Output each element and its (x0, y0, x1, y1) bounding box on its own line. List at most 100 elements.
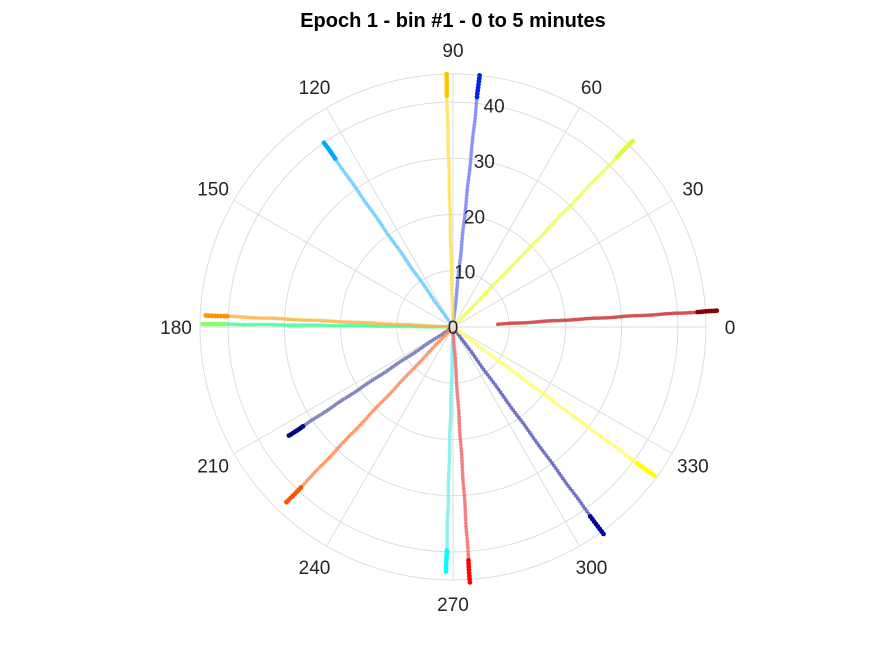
data-point (468, 162, 473, 167)
data-point (444, 71, 449, 77)
data-point (449, 260, 454, 265)
data-point (455, 285, 459, 290)
data-point (450, 297, 455, 302)
data-point (465, 539, 470, 544)
data-point (448, 205, 452, 209)
data-point (288, 317, 293, 322)
data-point (684, 311, 689, 315)
theta-tick-label: 210 (197, 457, 229, 478)
data-point (466, 178, 471, 182)
data-point (448, 232, 453, 237)
data-point (446, 477, 451, 481)
data-point (367, 320, 371, 325)
data-point (273, 316, 278, 321)
data-point (452, 343, 456, 347)
data-point (462, 221, 466, 225)
data-point (448, 226, 453, 231)
data-point (454, 298, 458, 302)
data-point (445, 100, 449, 104)
data-point (333, 319, 338, 324)
data-point (446, 491, 451, 496)
data-point (447, 435, 452, 439)
data-point (454, 294, 459, 299)
data-point (457, 430, 462, 435)
theta-tick-label: 270 (437, 595, 469, 616)
data-point (460, 239, 464, 244)
data-point (463, 514, 468, 519)
r-tick-label: 40 (484, 97, 505, 118)
data-point (259, 322, 263, 327)
data-point (449, 276, 454, 280)
data-point (531, 320, 536, 325)
data-point (246, 322, 251, 327)
data-point (448, 426, 452, 431)
data-point (447, 192, 452, 197)
data-point (457, 418, 462, 422)
data-point (668, 311, 673, 316)
data-point (356, 323, 361, 328)
data-point (309, 318, 314, 323)
data-point (687, 310, 692, 315)
data-point (457, 421, 462, 425)
data-point (450, 291, 454, 296)
data-point (602, 316, 607, 320)
series-12 (455, 328, 657, 479)
theta-tick-label: 120 (299, 78, 331, 99)
chart-title: Epoch 1 - bin #1 - 0 to 5 minutes (300, 10, 606, 32)
data-point (469, 147, 474, 152)
data-point (506, 321, 511, 326)
data-point (586, 316, 591, 321)
data-point (373, 321, 377, 326)
data-point (345, 320, 350, 325)
data-point (463, 211, 467, 216)
data-point (447, 183, 452, 188)
data-point (314, 323, 318, 327)
data-point (447, 180, 452, 185)
data-point (450, 310, 455, 314)
data-point (456, 402, 461, 407)
data-point (457, 411, 461, 416)
data-point (344, 323, 349, 328)
data-point (466, 181, 470, 185)
data-point (578, 317, 582, 322)
data-point (455, 390, 460, 394)
data-point (446, 500, 451, 505)
data-point (366, 324, 370, 328)
data-point (446, 137, 450, 141)
data-point (463, 502, 467, 507)
data-point (545, 319, 549, 323)
r-tick-label: 10 (454, 263, 475, 284)
data-point (449, 251, 453, 256)
data-point (446, 486, 451, 490)
data-point (452, 349, 457, 354)
data-point (624, 314, 629, 319)
data-point (460, 461, 465, 466)
data-point (501, 321, 506, 326)
data-point (558, 318, 563, 323)
data-point (562, 209, 567, 214)
data-point (276, 316, 281, 321)
data-point (300, 318, 305, 322)
data-point (246, 315, 251, 320)
data-point (632, 313, 637, 318)
data-point (324, 319, 329, 323)
series-10 (451, 330, 473, 585)
data-point (342, 320, 347, 324)
data-point (464, 530, 469, 535)
data-point (474, 107, 478, 112)
data-point (456, 405, 461, 410)
data-point (463, 505, 467, 510)
data-point (450, 313, 455, 318)
data-point (291, 317, 296, 322)
data-point (450, 294, 455, 299)
data-point (445, 515, 450, 520)
theta-tick-label: 300 (576, 558, 608, 579)
data-point (448, 217, 453, 222)
data-point (477, 73, 482, 78)
data-point (643, 313, 648, 318)
data-point (460, 455, 464, 460)
data-point (445, 324, 450, 329)
data-point (262, 322, 266, 327)
data-point (458, 436, 463, 441)
data-point (446, 127, 450, 132)
